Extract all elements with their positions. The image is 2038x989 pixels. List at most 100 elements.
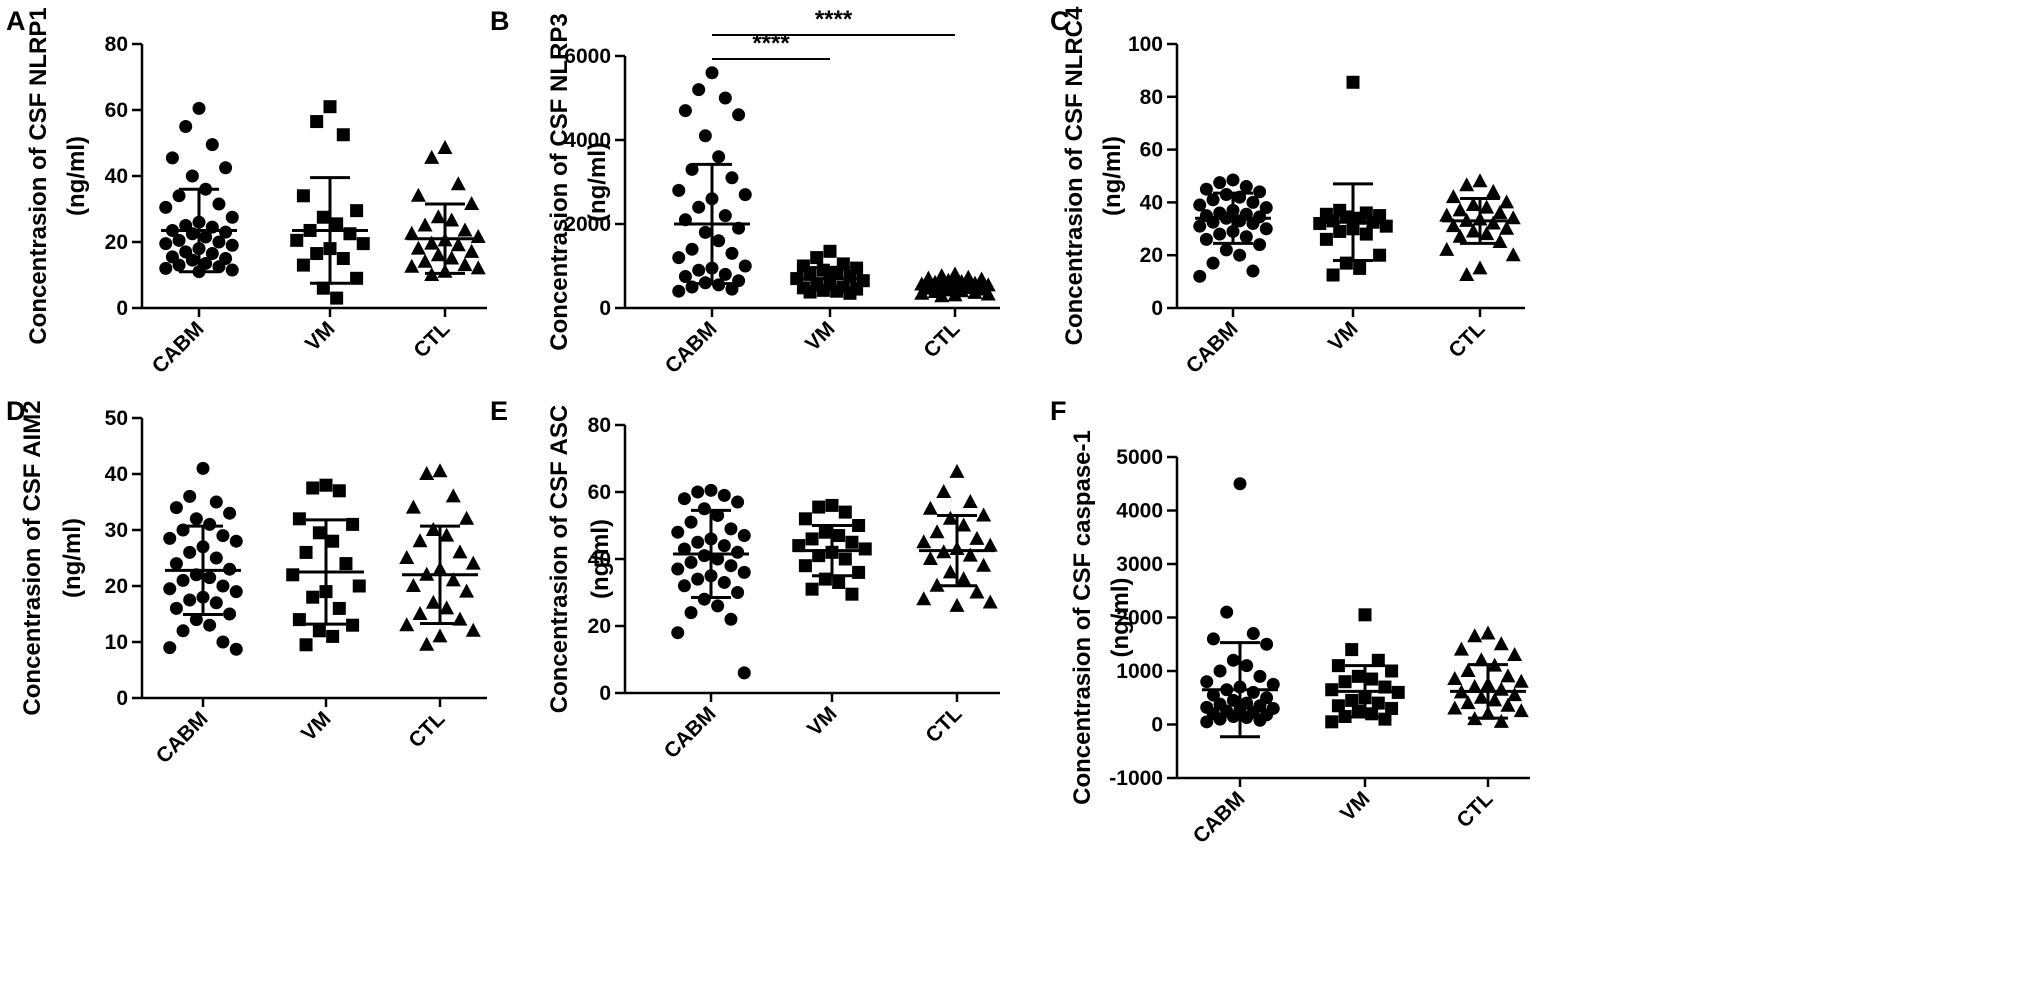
data-point [432, 463, 448, 478]
data-point [1460, 663, 1476, 677]
data-point [1447, 700, 1463, 715]
data-point [1439, 241, 1455, 256]
data-point [725, 171, 739, 185]
data-point [1507, 646, 1523, 661]
data-point [1371, 696, 1385, 710]
data-point [1253, 238, 1267, 252]
y-axis-unit-label: (ng/ml) [63, 136, 90, 216]
data-point [404, 225, 420, 240]
data-point [219, 225, 233, 239]
data-point [459, 510, 475, 525]
data-point [845, 587, 859, 601]
data-point [185, 253, 199, 267]
data-point [1206, 688, 1220, 702]
data-point [852, 519, 866, 532]
x-tick-label: VM [297, 707, 336, 746]
data-point [805, 582, 819, 596]
y-tick-label: 80 [588, 414, 611, 437]
data-point [1233, 248, 1247, 262]
series-vm [1325, 608, 1405, 729]
y-tick-label: 3000 [1116, 553, 1163, 576]
x-tick-label: CABM [148, 317, 209, 378]
data-point [671, 562, 685, 576]
x-tick-label: VM [803, 702, 842, 741]
data-point [825, 498, 839, 512]
data-point [163, 531, 177, 545]
data-point [838, 552, 852, 566]
data-point [922, 500, 938, 515]
data-point [1452, 202, 1468, 217]
x-tick-label: CTL [921, 702, 966, 747]
data-point [1239, 230, 1253, 244]
y-tick-label: 100 [1128, 33, 1163, 56]
data-point [1338, 675, 1352, 689]
data-point [1319, 232, 1333, 246]
data-point [1199, 182, 1213, 196]
data-point [691, 572, 705, 586]
data-point [718, 267, 732, 281]
data-point [299, 638, 313, 652]
data-point [209, 495, 223, 509]
data-point [1200, 675, 1214, 689]
data-point [1199, 232, 1213, 246]
data-point [312, 624, 326, 638]
data-point [430, 209, 446, 224]
data-point [306, 481, 320, 495]
data-point [858, 542, 872, 556]
y-axis-label: Concentrasion of CSF NLRP1 [25, 7, 52, 344]
y-tick-label: 0 [599, 297, 611, 320]
data-point [163, 641, 177, 655]
data-point [229, 534, 243, 548]
series-ctl [404, 139, 486, 281]
data-point [934, 288, 950, 303]
data-point [678, 104, 692, 118]
data-point [1193, 219, 1207, 233]
data-point [845, 535, 859, 549]
data-point [1493, 713, 1509, 728]
y-tick-label: 20 [588, 615, 611, 638]
y-tick-label: 40 [588, 548, 611, 571]
data-point [159, 200, 173, 214]
data-point [209, 596, 223, 610]
data-point [732, 108, 746, 122]
data-point [1487, 692, 1503, 707]
data-point [1492, 204, 1508, 219]
data-point [350, 271, 364, 285]
data-point [698, 129, 712, 143]
x-tick-label: CTL [1444, 317, 1489, 362]
chart-panel-a: A Concentrasion of CSF NLRP1 (ng/ml) 0 20 40 6… [6, 6, 487, 378]
data-point [1226, 709, 1240, 723]
data-point [962, 547, 978, 562]
data-point [179, 120, 193, 133]
data-point [1226, 693, 1240, 707]
data-point [169, 501, 183, 515]
data-point [439, 527, 455, 542]
data-point [196, 461, 210, 475]
data-point [976, 507, 992, 522]
data-point [982, 537, 998, 552]
data-point [419, 466, 435, 480]
data-point [1439, 207, 1455, 222]
data-point [697, 592, 711, 606]
data-point [684, 515, 698, 529]
data-point [445, 488, 461, 503]
data-point [339, 557, 353, 571]
series-ctl [1439, 173, 1521, 281]
data-point [424, 235, 440, 250]
data-point [678, 270, 692, 283]
data-point [1226, 173, 1240, 187]
data-point [949, 463, 965, 478]
data-point [464, 196, 480, 211]
data-point [410, 240, 426, 255]
data-point [330, 291, 344, 305]
data-point [947, 287, 963, 302]
series-vm [792, 498, 872, 601]
y-tick-label: 60 [1140, 139, 1163, 162]
series-ctl [914, 266, 996, 303]
data-point [425, 522, 441, 536]
data-point [444, 212, 460, 227]
data-point [711, 508, 725, 522]
data-point [1246, 264, 1260, 278]
data-point [1500, 697, 1516, 712]
